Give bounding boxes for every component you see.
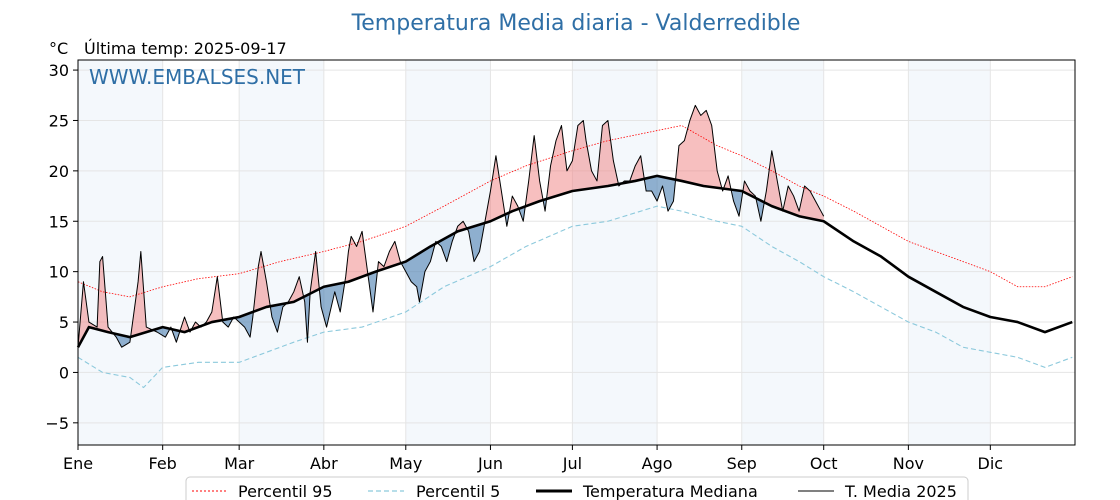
fill-below-median [467,222,485,262]
x-tick-label: Mar [224,454,255,473]
watermark: WWW.EMBALSES.NET [89,65,306,89]
fill-below-median [756,198,765,222]
y-tick-label: 10 [49,263,69,282]
legend-2025-label: T. Media 2025 [844,482,957,500]
y-tick-label: 0 [59,363,69,382]
x-tick-label: Abr [310,454,338,473]
fill-below-median [304,293,311,343]
fill-below-median [519,206,526,222]
fill-above-median [131,251,154,337]
fill-above-median [484,155,506,223]
last-temp-label: Última temp: 2025-09-17 [84,39,287,58]
y-axis: −5 0 5 10 15 20 25 30 [45,61,78,433]
x-tick-label: Sep [727,454,757,473]
y-tick-label: 5 [59,313,69,332]
month-band [572,60,658,445]
fill-above-median [621,155,645,184]
legend-median-label: Temperatura Mediana [582,482,758,500]
fill-above-median [676,105,723,189]
series-lines [76,104,1073,389]
fill-above-median [310,251,320,294]
median-line [76,174,1073,348]
legend: Percentil 95 Percentil 5 Temperatura Med… [185,476,969,500]
legend-p5-label: Percentil 5 [416,482,500,500]
legend-p95-label: Percentil 95 [238,482,333,500]
x-tick-label: Jul [562,454,582,473]
x-tick-label: May [389,454,422,473]
y-tick-label: 30 [49,61,69,80]
x-tick-label: Feb [149,454,177,473]
x-tick-label: Nov [893,454,924,473]
month-bands [78,60,991,445]
x-tick-label: Oct [810,454,838,473]
plot-frame [77,59,1076,446]
chart-title: Temperatura Media diaria - Valderredible [351,11,801,36]
grid-lines [77,60,1075,445]
x-tick-label: Ene [63,454,93,473]
fill-above-median [525,135,544,207]
legend-box [185,476,969,500]
y-tick-label: 25 [49,111,69,130]
x-tick-label: Dic [978,454,1004,473]
x-tick-label: Ago [642,454,673,473]
fill-below-median [732,189,744,217]
y-unit-label: °C [49,39,68,58]
fill-above-median [180,317,190,333]
fill-above-median [764,150,783,211]
fill-below-median [401,243,436,302]
y-tick-label: −5 [45,414,69,433]
p95-line [77,125,1073,298]
month-band [908,60,991,445]
fill-above-median [784,185,824,222]
month-band [239,60,324,445]
fill-below-median [270,303,287,333]
x-axis: Ene Feb Mar Abr May Jun Jul Ago Sep Oct Nov Dic [63,445,1003,473]
y-tick-label: 20 [49,162,69,181]
media-2025-line [77,104,825,348]
y-tick-label: 15 [49,212,69,231]
fill-below-median [644,175,677,212]
fill-above-median [78,256,114,348]
month-band [78,60,163,445]
x-tick-label: Jun [477,454,503,473]
p5-line [77,205,1073,389]
fill-above-median [254,251,271,312]
fill-below-median [172,329,181,343]
fill-below-median [319,282,346,328]
fill-above-median [378,241,402,271]
fill-above-median [203,276,223,326]
